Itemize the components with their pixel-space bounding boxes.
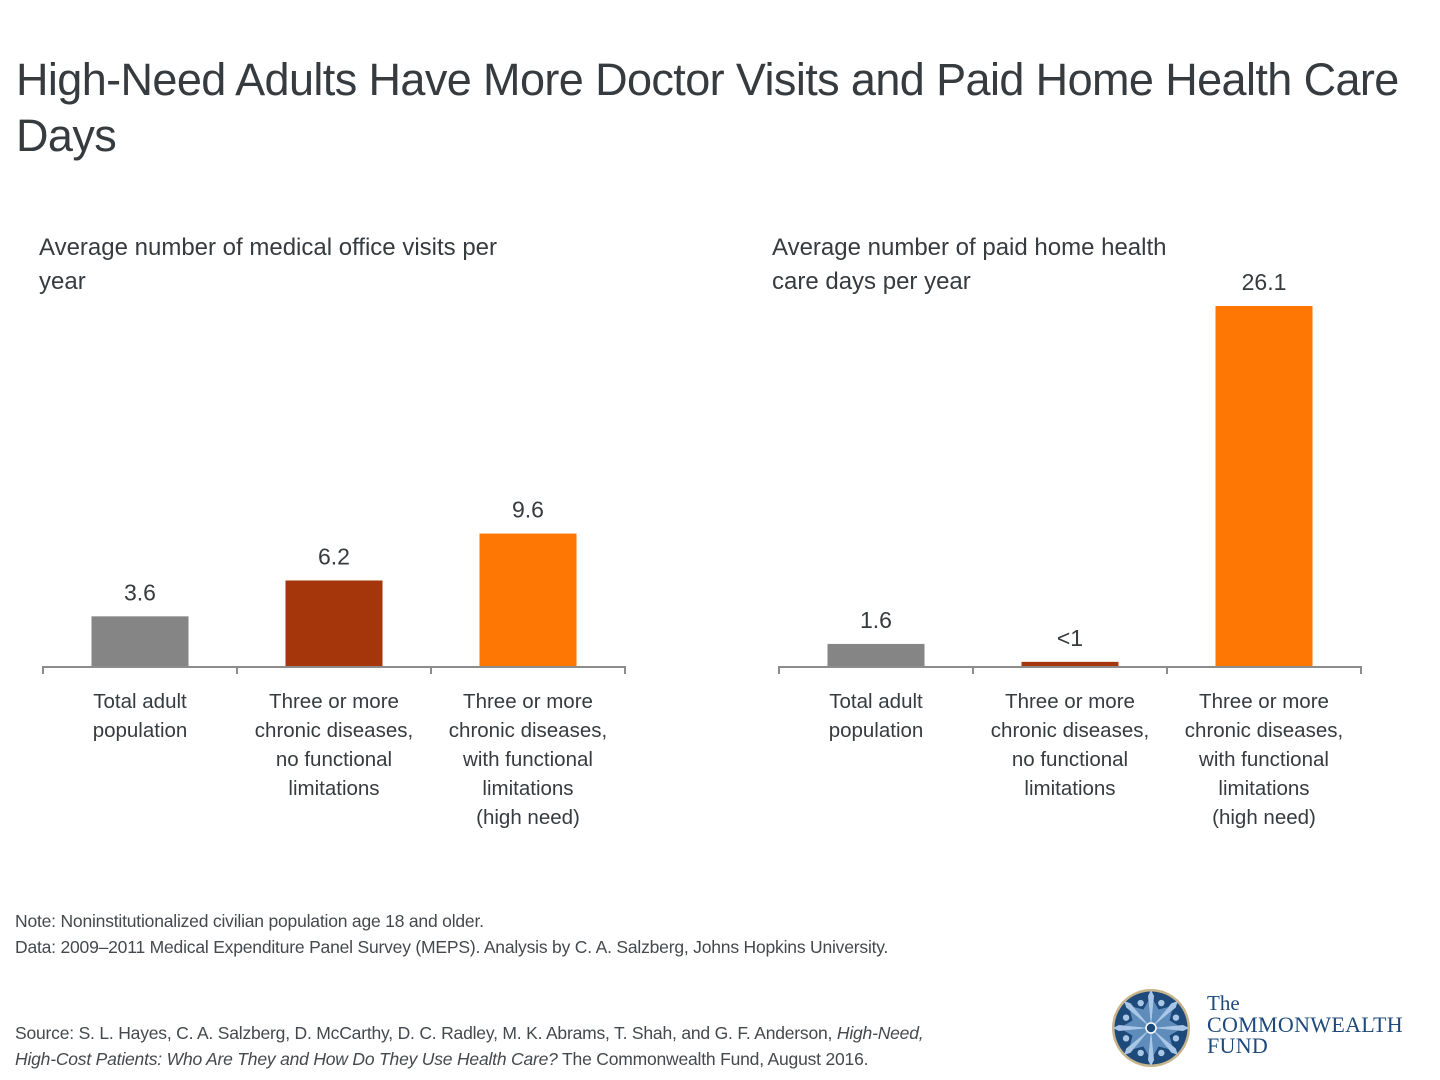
emblem-ray — [1151, 1027, 1178, 1055]
category-label-line: Three or more — [1005, 690, 1135, 713]
emblem-ray — [1150, 1001, 1178, 1028]
left-chart-title: Average number of medical office visits … — [39, 234, 498, 295]
category-label-line: limitations — [288, 777, 380, 800]
emblem-figure-head — [1137, 1049, 1144, 1057]
category-label-line: Three or more — [463, 690, 593, 713]
category-label-chart2-1: Total adult population — [781, 687, 971, 745]
emblem-figure-head — [1122, 1014, 1130, 1021]
emblem-ray — [1124, 1001, 1151, 1029]
category-label-line: chronic diseases, — [254, 719, 414, 742]
emblem-figure-arms — [1123, 1010, 1151, 1028]
emblem-figure-arms — [1133, 1000, 1151, 1028]
source-title-part-2: High-Cost Patients: Who Are They and How… — [15, 1049, 558, 1069]
emblem-figure-arms — [1133, 1028, 1151, 1056]
category-label-line: chronic diseases, — [448, 719, 608, 742]
logo-wordmark: The COMMONWEALTH FUND — [1207, 991, 1403, 1058]
category-label-line: with functional — [1199, 748, 1329, 771]
data-label-chart1-1: 3.6 — [124, 579, 156, 605]
commonwealth-fund-logo — [1110, 988, 1430, 1068]
category-label-chart1-1: Total adult population — [45, 687, 235, 745]
bar-chart1-1 — [91, 616, 189, 666]
category-label-line: no functional — [275, 748, 393, 771]
emblem-figure-arms — [1151, 1000, 1169, 1028]
emblem-figure-arms — [1151, 1028, 1179, 1046]
category-label-line: Total adult — [93, 690, 187, 713]
category-label-chart2-2: Three or more chronic diseases, no functio… — [975, 687, 1165, 803]
data-source-text: Data: 2009–2011 Medical Expenditure Pane… — [15, 937, 889, 957]
source-suffix: The Commonwealth Fund, August 2016. — [557, 1049, 869, 1069]
data-label-chart1-2: 6.2 — [318, 543, 350, 569]
emblem-figure-head — [1172, 1035, 1180, 1042]
category-label-line: (high need) — [1212, 806, 1316, 829]
data-label-chart1-3: 9.6 — [512, 497, 544, 523]
logo-the: The — [1207, 991, 1240, 1015]
emblem-figure-head — [1158, 999, 1165, 1007]
bar-chart2-1 — [827, 643, 925, 666]
category-label-line: Three or more — [269, 690, 399, 713]
category-label-line: Total adult — [829, 690, 923, 713]
category-label-chart1-3: Three or more chronic diseases, with funct… — [433, 687, 623, 832]
emblem-figure-arms — [1151, 1028, 1169, 1056]
emblem-figure-arms — [1123, 1028, 1151, 1046]
category-label-line: limitations — [482, 777, 574, 800]
emblem-figure-head — [1172, 1014, 1180, 1021]
category-label-line: with functional — [463, 748, 593, 771]
source-title-part-1: High-Need, — [836, 1023, 924, 1043]
logo-fund: FUND — [1207, 1033, 1269, 1058]
emblem-ray — [1148, 990, 1154, 1028]
bar-chart1-3 — [479, 533, 577, 666]
emblem-ray — [1151, 1025, 1189, 1031]
data-label-chart2-2: <1 — [1057, 625, 1083, 651]
data-label-chart2-3: 26.1 — [1242, 269, 1287, 295]
emblem-figure-head — [1122, 1035, 1130, 1042]
category-label-line: (high need) — [476, 806, 580, 829]
emblem-figure-arms — [1151, 1010, 1179, 1028]
category-label-line: limitations — [1218, 777, 1310, 800]
source-citation-line-2: High-Cost Patients: Who Are They and How… — [15, 1046, 868, 1072]
right-chart-title: Average number of paid home health care … — [772, 234, 1167, 295]
category-label-line: chronic diseases, — [1184, 719, 1344, 742]
commonwealth-fund-emblem-icon — [1112, 989, 1190, 1067]
category-label-line: no functional — [1011, 748, 1129, 771]
category-label-line: chronic diseases, — [990, 719, 1150, 742]
category-label-chart1-2: Three or more chronic diseases, no functio… — [239, 687, 429, 803]
note-text: Note: Noninstitutionalized civilian popu… — [15, 911, 484, 931]
category-label-line: population — [828, 719, 924, 742]
page-title: High-Need Adults Have More Doctor Visits… — [16, 54, 1399, 161]
emblem-figure-head — [1158, 1049, 1165, 1057]
emblem-ray — [1113, 1025, 1151, 1031]
category-label-chart2-3: Three or more chronic diseases, with funct… — [1169, 687, 1359, 832]
bar-chart1-2 — [285, 580, 383, 666]
category-label-line: Three or more — [1199, 690, 1329, 713]
category-label-line: population — [92, 719, 188, 742]
source-citation: Source: S. L. Hayes, C. A. Salzberg, D. … — [15, 1020, 924, 1046]
bar-chart2-2 — [1021, 661, 1119, 666]
category-label-line: limitations — [1024, 777, 1116, 800]
logo-commonwealth: COMMONWEALTH — [1207, 1012, 1403, 1037]
emblem-ray — [1148, 1028, 1154, 1066]
bar-chart2-3 — [1215, 306, 1313, 666]
data-label-chart2-1: 1.6 — [860, 607, 892, 633]
emblem-ray — [1124, 1028, 1152, 1055]
emblem-figure-head — [1137, 999, 1144, 1007]
source-prefix: Source: S. L. Hayes, C. A. Salzberg, D. … — [15, 1023, 837, 1043]
